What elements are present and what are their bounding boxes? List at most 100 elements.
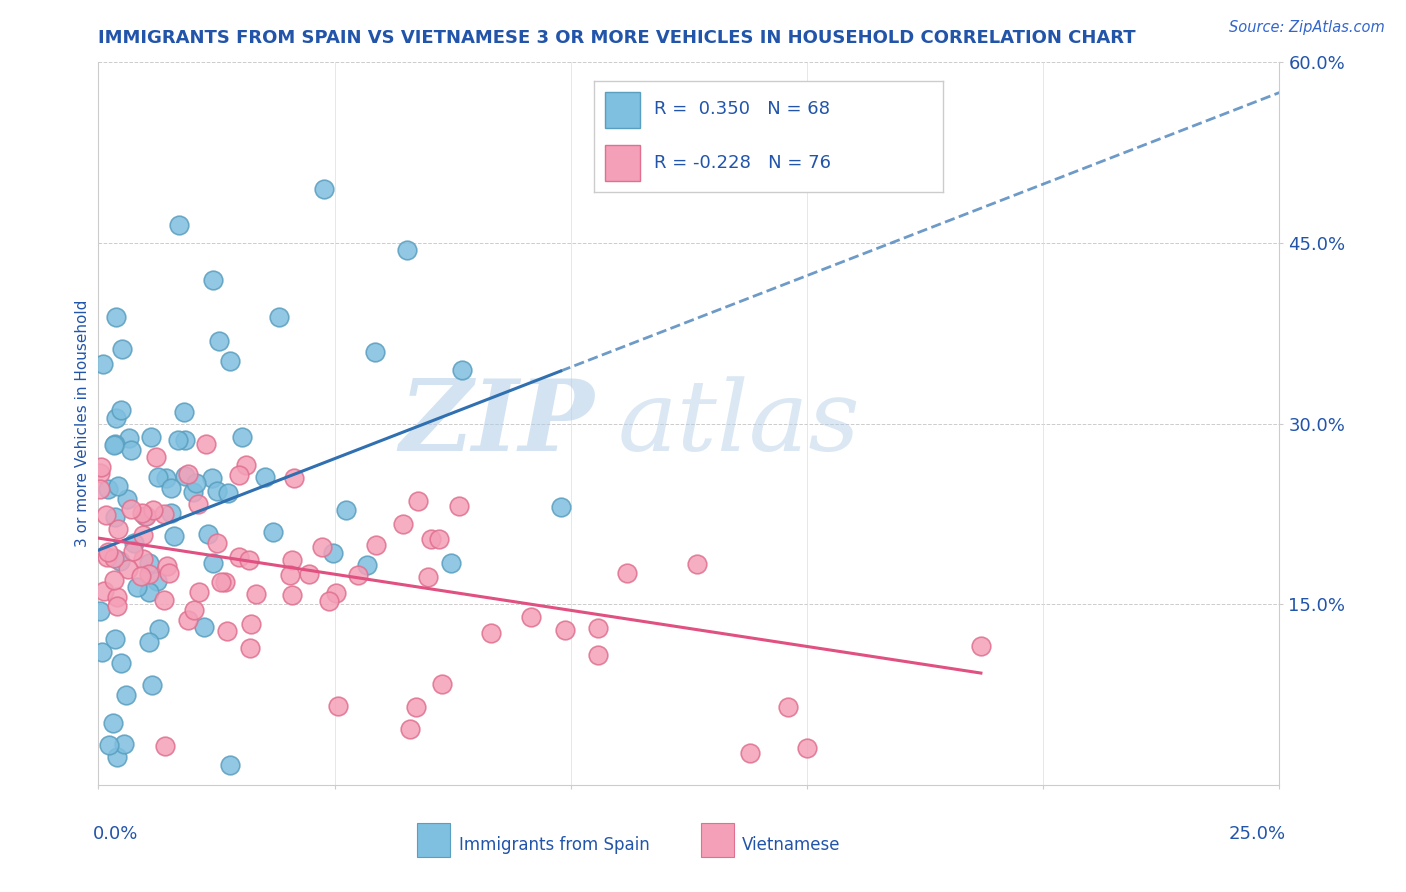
Text: atlas: atlas [619,376,860,471]
Point [418,570,440,584]
Point [174,434,197,448]
Point [138,585,160,599]
Y-axis label: 3 or more Vehicles in Household: 3 or more Vehicles in Household [75,300,90,548]
Point [586,622,609,636]
Point [90,460,112,475]
Point [156,558,179,573]
Point [427,533,450,547]
Point [103,438,125,452]
Point [318,594,340,608]
Point [97,545,120,559]
Point [152,507,174,521]
Point [167,218,190,232]
Point [686,558,709,572]
Point [132,528,155,542]
Point [280,553,302,567]
Point [447,499,470,513]
Point [101,715,124,730]
Point [104,411,127,425]
Point [104,509,127,524]
Text: Immigrants from Spain: Immigrants from Spain [458,836,650,854]
Point [89,466,111,480]
Point [253,470,276,484]
Point [122,536,145,550]
Point [174,468,197,483]
Point [110,554,132,568]
Point [184,475,207,490]
Point [238,553,260,567]
Point [146,574,169,588]
Point [311,540,333,554]
Point [554,623,576,637]
Point [208,334,231,349]
Point [132,552,155,566]
Point [105,310,128,324]
Text: Source: ZipAtlas.com: Source: ZipAtlas.com [1229,20,1385,35]
Point [314,182,336,196]
Point [105,750,128,764]
Point [281,588,304,602]
Point [740,746,762,760]
Point [138,567,160,582]
Point [194,436,217,450]
Point [550,500,572,514]
Point [395,244,418,258]
Point [173,405,195,419]
Point [104,436,127,450]
Point [197,527,219,541]
Text: Vietnamese: Vietnamese [742,836,841,854]
Point [201,557,224,571]
Point [117,562,139,576]
Point [103,573,125,587]
Text: ZIP: ZIP [399,376,595,472]
Point [364,344,387,359]
Point [153,739,176,754]
Point [335,502,357,516]
Point [219,758,242,772]
Point [89,604,111,618]
Point [392,516,415,531]
Point [520,609,543,624]
Point [139,430,162,444]
Point [219,354,242,368]
Point [776,700,799,714]
Point [105,599,128,613]
Point [93,583,115,598]
Point [322,545,344,559]
Point [231,430,253,444]
Point [405,700,427,714]
Text: IMMIGRANTS FROM SPAIN VS VIETNAMESE 3 OR MORE VEHICLES IN HOUSEHOLD CORRELATION : IMMIGRANTS FROM SPAIN VS VIETNAMESE 3 OR… [98,29,1136,47]
Point [118,431,141,445]
Point [616,566,638,581]
Point [181,484,204,499]
Point [177,613,200,627]
Point [201,471,224,485]
Point [89,482,111,496]
Point [160,506,183,520]
Point [970,639,993,653]
Point [187,497,209,511]
Bar [700,822,734,857]
Point [107,479,129,493]
Point [408,494,430,508]
Point [214,574,236,589]
Point [245,587,267,601]
Point [451,363,474,377]
Point [134,509,156,524]
Point [163,529,186,543]
Point [202,272,225,286]
Point [209,574,232,589]
Point [142,502,165,516]
Point [96,508,118,523]
Point [479,625,502,640]
Point [141,678,163,692]
Point [240,617,263,632]
Point [107,522,129,536]
Point [98,738,121,752]
Point [356,558,378,573]
Point [103,550,125,565]
Point [218,486,240,500]
Point [183,603,205,617]
Point [347,568,370,582]
Point [131,506,153,520]
